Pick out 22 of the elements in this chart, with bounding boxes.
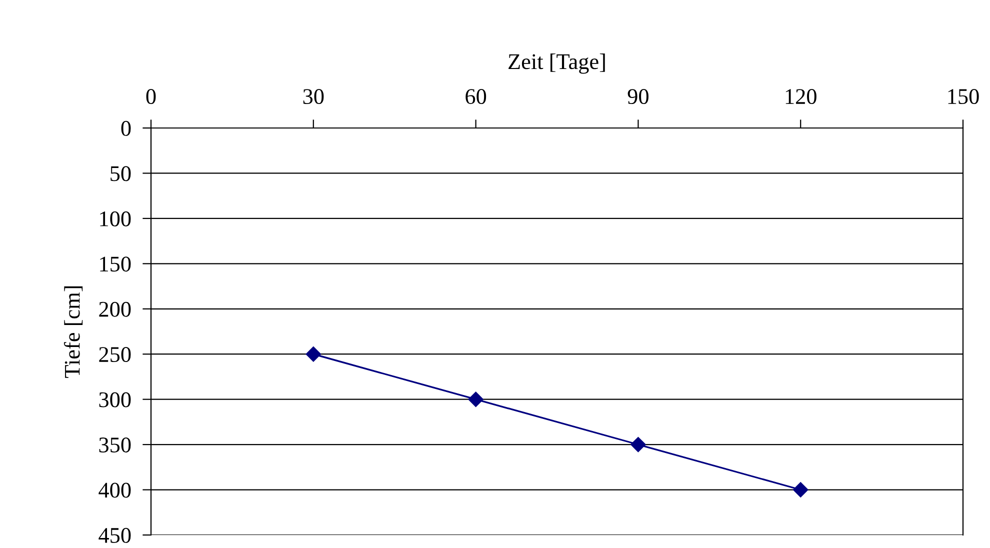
y-tick-label: 150 — [100, 256, 131, 272]
point — [306, 346, 321, 362]
y-tick-label: 250 — [99, 347, 131, 362]
x-tick-label: 150 — [948, 89, 979, 104]
y-tick-label: 350 — [99, 437, 131, 452]
y-tick-label: 400 — [98, 482, 131, 498]
y-tick-label: 100 — [100, 211, 131, 226]
point — [793, 482, 808, 498]
y-tick-label: 0 — [121, 120, 131, 136]
x-tick-label: 90 — [628, 89, 648, 104]
y-axis-title: Tiefe [cm] — [64, 286, 83, 378]
x-tick-label: 120 — [786, 89, 816, 104]
x-tick-label: 30 — [303, 89, 324, 104]
point — [468, 392, 484, 407]
y-tick-label: 300 — [99, 392, 131, 408]
x-tick-label: 60 — [466, 89, 486, 104]
x-tick-label: 0 — [146, 89, 156, 104]
y-tick-label: 50 — [110, 166, 131, 182]
y-tick-label: 450 — [98, 528, 131, 543]
point — [630, 436, 646, 452]
x-axis-title: Zeit [Tage] — [508, 54, 605, 74]
y-tick-label: 200 — [99, 302, 131, 317]
